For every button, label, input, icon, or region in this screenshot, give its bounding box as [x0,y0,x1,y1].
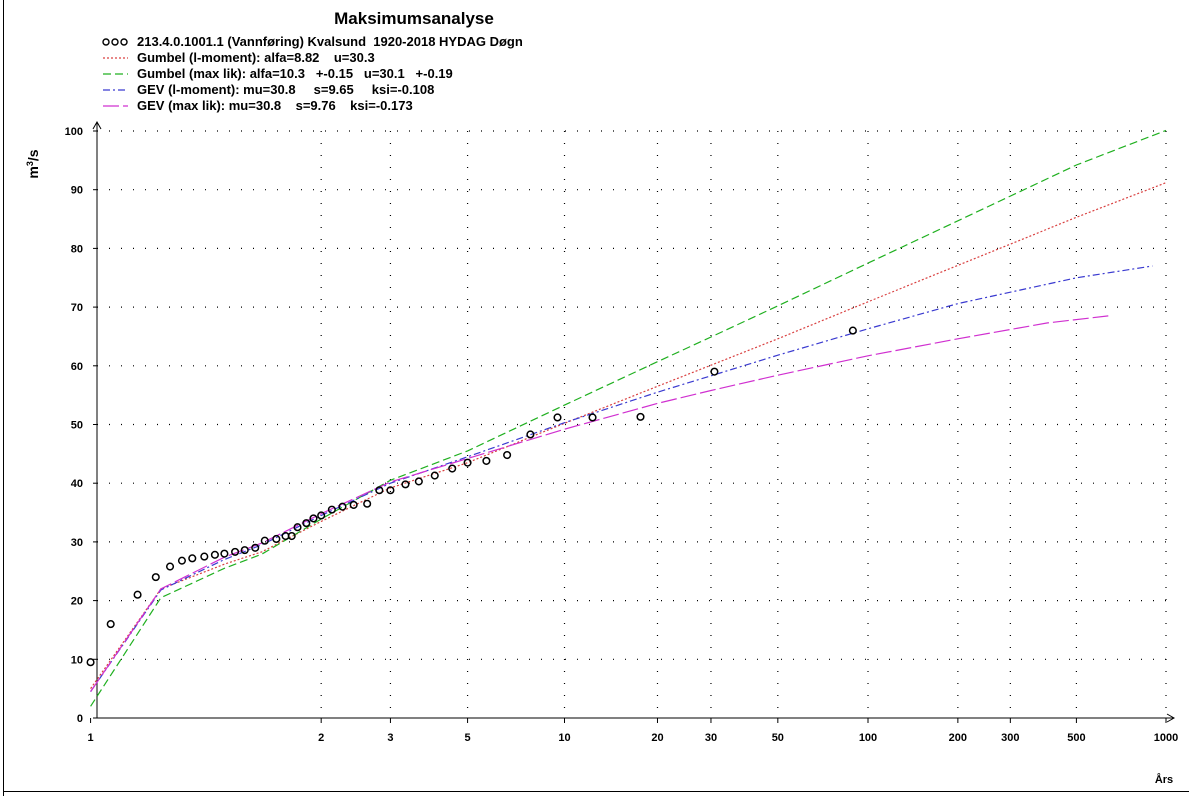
legend-label: Gumbel (max lik): alfa=10.3 +-0.15 u=30.… [137,66,453,81]
observation-point [710,367,719,376]
observation-point [188,554,197,563]
y-tick-label: 20 [71,596,83,608]
observation-point [588,413,597,422]
observation-point [448,464,457,473]
observation-point [231,547,240,556]
observation-point [106,620,115,629]
observation-point [553,413,562,422]
y-tick-label: 60 [71,361,83,373]
legend-marker [120,38,128,46]
observation-point [503,450,512,460]
observation-point [375,486,384,495]
observation-point [251,543,260,552]
x-tick-label: 30 [705,732,717,744]
y-tick-label: 10 [71,654,83,666]
chart-title: Maksimumsanalyse [334,9,494,28]
observation-point [349,500,358,509]
observation-point [463,458,472,467]
observation-point [401,480,410,489]
y-axis-arrow [92,120,102,130]
observation-point [386,486,395,495]
observation-point [363,499,372,508]
bottom-border [3,791,1189,792]
observation-point [220,549,229,558]
observation-points [86,326,857,667]
legend: 213.4.0.1001.1 (Vannføring) Kvalsund 192… [102,34,523,113]
x-tick-label: 5 [465,732,471,744]
observation-point [414,477,423,486]
y-tick-label: 40 [71,478,83,490]
legend-marker [111,38,119,46]
observation-point [272,534,281,544]
x-tick-label: 10 [558,732,570,744]
observation-point [133,590,142,599]
observation-point [338,502,347,511]
legend-label: GEV (l-moment): mu=30.8 s=9.65 ksi=-0.10… [137,82,434,97]
observation-point [177,556,186,565]
x-tick-label: 2 [318,732,324,744]
observation-point [317,511,326,520]
x-tick-label: 3 [387,732,393,744]
y-tick-label: 30 [71,537,83,549]
series-layer [90,129,1167,707]
observation-point [430,471,439,480]
x-tick-label: 1000 [1154,732,1178,744]
observation-point [86,658,95,667]
legend-label: GEV (max lik): mu=30.8 s=9.76 ksi=-0.173 [137,98,413,113]
series-line-2 [90,129,1167,707]
y-tick-label: 80 [71,243,83,255]
observation-point [327,505,336,514]
x-tick-label: 300 [1001,732,1019,744]
x-axis-arrow [1166,713,1176,723]
series-line-3 [90,265,1153,692]
series-line-1 [90,182,1167,689]
x-axis-label: Års [1155,773,1173,786]
observation-point [848,326,857,335]
y-tick-label: 90 [71,185,83,197]
series-line-4 [90,315,1109,692]
observation-point [260,536,269,545]
x-tick-label: 500 [1067,732,1085,744]
legend-marker [102,38,110,46]
left-border [3,0,4,796]
observation-point [636,412,645,421]
x-tick-label: 100 [859,732,877,744]
x-tick-label: 200 [949,732,967,744]
observation-point [200,552,209,561]
legend-label: Gumbel (l-moment): alfa=8.82 u=30.3 [137,50,375,65]
observation-point [287,531,296,541]
observation-point [165,562,175,571]
y-tick-label: 70 [71,302,83,314]
observation-point [240,546,249,555]
y-axis-label: m3/s [25,149,41,178]
x-tick-label: 1 [88,732,94,744]
axes: 0 10 20 30 40 50 60 70 80 90 100 1 2 3 5 10 20 30 50 100 200… [65,120,1178,744]
observation-point [293,523,302,532]
x-tick-label: 20 [651,732,663,744]
observation-point [482,456,491,465]
observation-point [309,514,318,523]
y-tick-label: 0 [77,713,83,725]
observation-point [526,430,535,439]
observation-point [210,550,219,559]
x-tick-label: 50 [772,732,784,744]
grid [97,130,1167,718]
y-tick-label: 100 [65,126,83,138]
y-tick-label: 50 [71,420,83,432]
observation-point [302,519,311,528]
observation-point [151,573,160,582]
legend-label: 213.4.0.1001.1 (Vannføring) Kvalsund 192… [137,34,523,49]
